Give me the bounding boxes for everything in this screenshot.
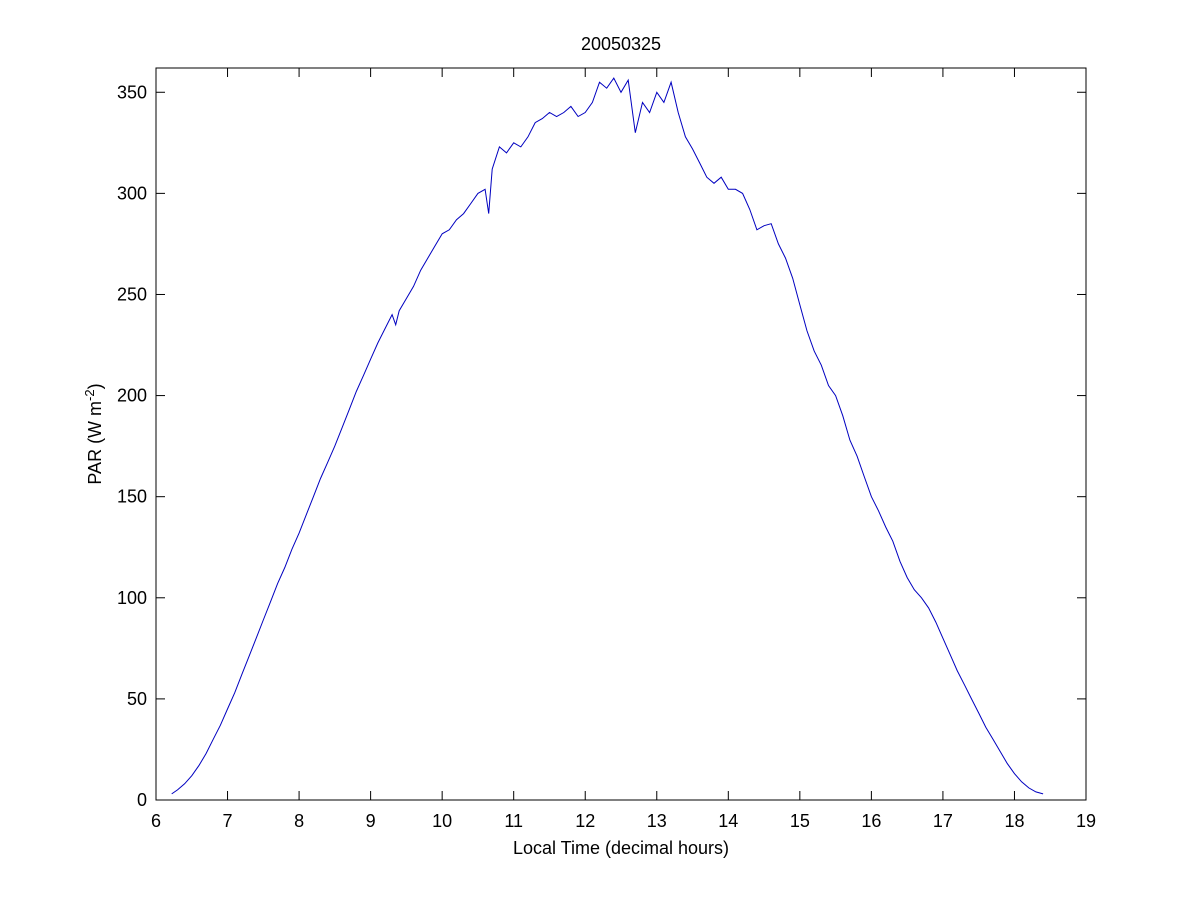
y-axis-label-close: ): [85, 383, 105, 389]
x-tick-label: 6: [151, 811, 161, 831]
x-tick-label: 7: [223, 811, 233, 831]
x-tick-label: 15: [790, 811, 810, 831]
plot-area: 6 7 8 9 10 11 12 13 14 15 16 17 18 19 0 50 100 150 200 250…: [117, 67, 1096, 831]
x-tick-label: 9: [366, 811, 376, 831]
y-axis-label-main: PAR (W m: [85, 401, 105, 485]
x-tick-label: 11: [504, 811, 523, 831]
y-tick-label: 350: [117, 82, 147, 102]
y-tick-label: 0: [137, 790, 147, 810]
x-tick-label: 17: [933, 811, 953, 831]
series-line: [171, 77, 1044, 795]
chart-title: 20050325: [581, 34, 661, 54]
y-tick-label: 200: [117, 386, 147, 406]
x-tick-label: 19: [1076, 811, 1096, 831]
x-tick-label: 12: [575, 811, 595, 831]
x-tick-label: 10: [432, 811, 452, 831]
y-tick-label: 50: [127, 689, 147, 709]
x-axis-label: Local Time (decimal hours): [513, 838, 729, 858]
x-tick-label: 18: [1004, 811, 1024, 831]
y-tick-label: 150: [117, 487, 147, 507]
x-tick-label: 16: [861, 811, 881, 831]
y-axis-ticks: 0 50 100 150 200 250 300 350: [117, 82, 1086, 810]
x-tick-label: 8: [294, 811, 304, 831]
y-tick-label: 250: [117, 284, 147, 304]
y-axis-label: PAR (W m-2): [82, 383, 105, 484]
y-tick-label: 300: [117, 183, 147, 203]
axes-box: [155, 67, 1087, 801]
x-tick-label: 13: [647, 811, 667, 831]
y-tick-label: 100: [117, 588, 147, 608]
x-axis-ticks: 6 7 8 9 10 11 12 13 14 15 16 17 18 19: [151, 68, 1096, 831]
x-tick-label: 14: [718, 811, 738, 831]
y-axis-label-superscript: -2: [82, 389, 97, 401]
